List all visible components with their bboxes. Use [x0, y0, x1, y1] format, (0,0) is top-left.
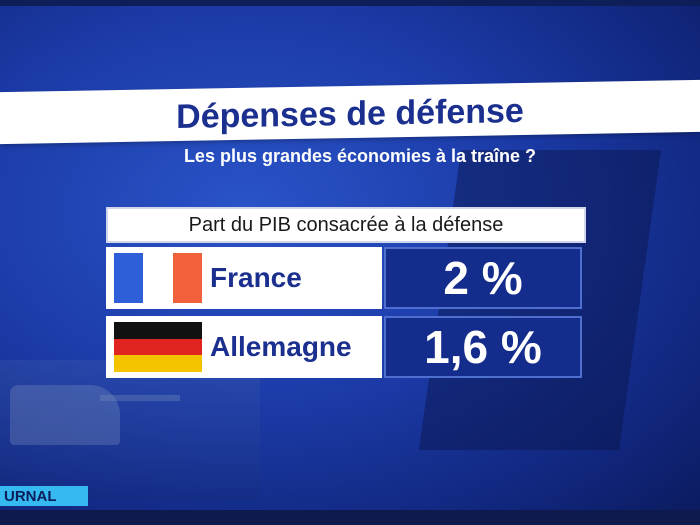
country-name: Allemagne — [210, 331, 352, 362]
germany-flag-icon — [114, 322, 202, 373]
top-strip — [0, 0, 700, 6]
subtitle: Les plus grandes économies à la traîne ? — [183, 146, 537, 166]
ticker-label: URNAL — [0, 486, 88, 506]
row-value: 1,6 % — [384, 316, 582, 378]
bottom-strip — [0, 510, 700, 525]
table-row-germany: Allemagne 1,6 % — [106, 316, 582, 378]
tank-image — [10, 385, 120, 445]
france-flag-icon — [114, 253, 202, 303]
table-header: Part du PIB consacrée à la défense — [106, 207, 586, 243]
row-label-cell: Allemagne — [106, 316, 382, 378]
background-haze — [0, 360, 260, 500]
country-name: France — [210, 262, 302, 293]
page-title: Dépenses de défense — [176, 91, 524, 136]
row-label-cell: France — [106, 247, 382, 309]
row-value: 2 % — [384, 247, 582, 309]
table-row-france: France 2 % — [106, 247, 582, 309]
tank-barrel — [100, 395, 180, 401]
